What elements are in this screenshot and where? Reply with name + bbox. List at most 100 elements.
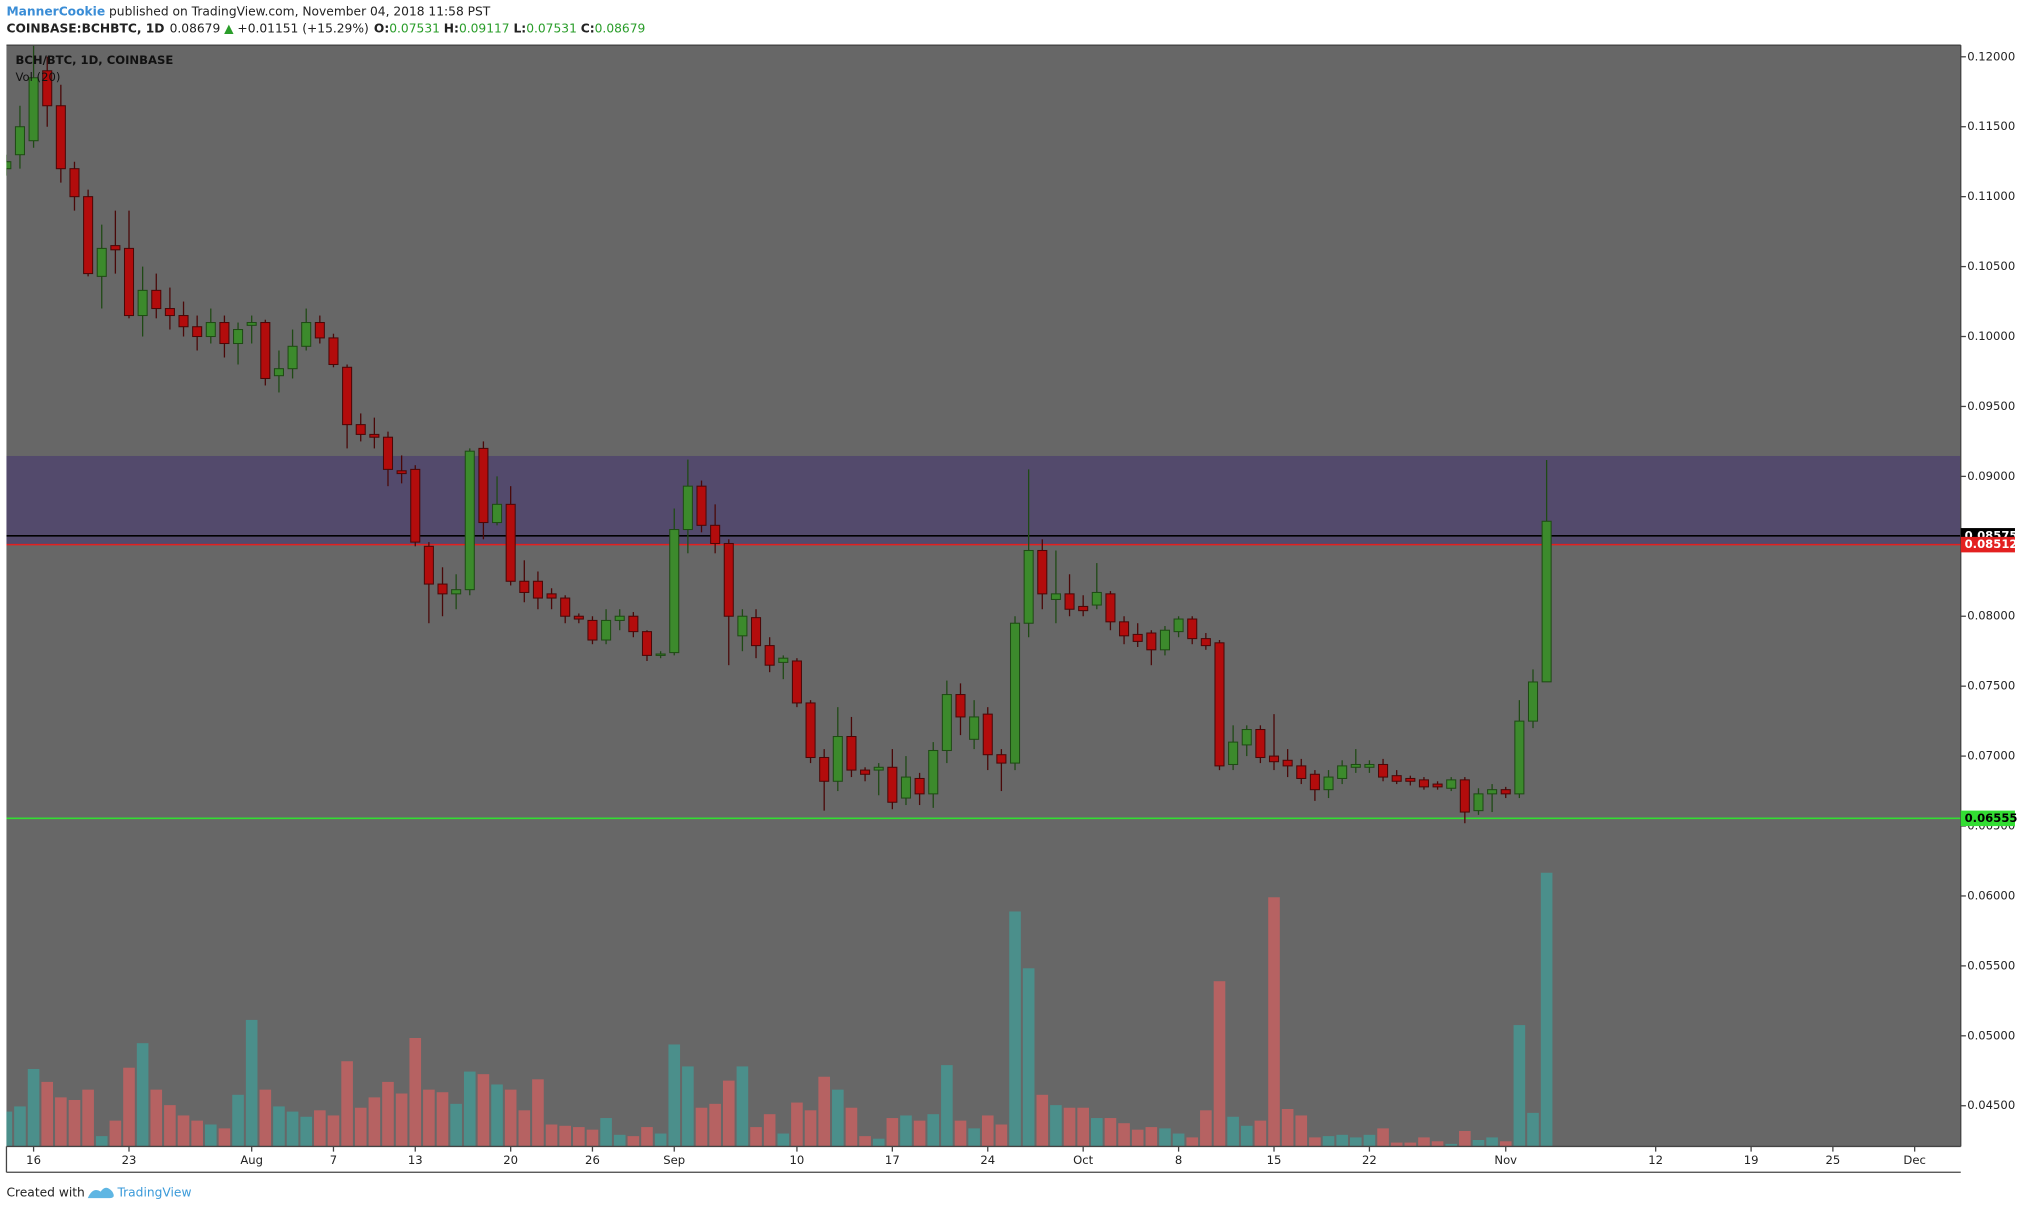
candle-body — [1487, 789, 1498, 795]
volume-bar — [586, 1129, 599, 1147]
logo-cloud — [87, 1187, 114, 1199]
candle-body — [1309, 773, 1320, 791]
volume-bar — [395, 1093, 408, 1147]
volume-bar — [1227, 1116, 1239, 1147]
candle-body — [764, 645, 775, 666]
volume-bar — [177, 1115, 190, 1147]
candle-body — [614, 615, 625, 621]
candle-body — [573, 615, 584, 620]
candle-body — [846, 736, 857, 771]
volume-bar — [314, 1110, 326, 1147]
volume-bar — [423, 1089, 435, 1147]
volume-bar — [709, 1103, 721, 1147]
low: 0.07531 — [526, 21, 577, 35]
author[interactable]: MannerCookie — [6, 4, 105, 18]
y-tick-label: 0.07000 — [1967, 749, 2015, 763]
candle-body — [464, 450, 475, 591]
candle-body — [1296, 765, 1307, 779]
volume-bar — [736, 1066, 749, 1147]
volume-bar — [327, 1115, 340, 1147]
volume-bar — [1322, 1136, 1335, 1147]
volume-bar — [613, 1134, 626, 1147]
candle-body — [1119, 621, 1130, 637]
y-tick-label: 0.10500 — [1967, 259, 2015, 273]
candle-body — [1432, 783, 1443, 788]
volume-bar — [286, 1111, 299, 1147]
candle-body — [1514, 720, 1525, 795]
volume-bar — [641, 1127, 653, 1147]
volume-bar — [1090, 1118, 1103, 1147]
x-tick-label: 24 — [980, 1153, 995, 1167]
x-tick-label: 7 — [330, 1153, 337, 1167]
candle-body — [928, 749, 939, 795]
candle-body — [1159, 629, 1170, 651]
volume-bar — [1527, 1112, 1539, 1147]
y-tick-label: 0.05500 — [1967, 958, 2015, 972]
candle-body — [396, 470, 407, 475]
chart-title: BCH/BTC, 1D, COINBASE — [15, 53, 173, 67]
volume-bar — [1309, 1137, 1321, 1147]
candle-body — [246, 322, 257, 326]
volume-bar — [654, 1133, 667, 1147]
candle-body — [955, 694, 966, 718]
x-tick-label: Oct — [1073, 1153, 1094, 1167]
open-label: O: — [374, 21, 389, 35]
candle-body — [437, 583, 448, 595]
volume-bar — [191, 1120, 203, 1147]
candle-body — [382, 436, 394, 470]
candle-body — [14, 126, 25, 156]
volume-bar — [695, 1107, 708, 1147]
candle-body — [641, 631, 653, 656]
y-tick-label: 0.12000 — [1967, 49, 2015, 63]
candle-body — [410, 468, 421, 543]
x-tick-label: 12 — [1648, 1153, 1663, 1167]
volume-bar — [218, 1128, 231, 1147]
volume-bar — [1363, 1134, 1376, 1147]
footer-brand[interactable]: TradingView — [116, 1185, 191, 1199]
candle-body — [69, 168, 80, 198]
volume-bar — [1213, 981, 1226, 1147]
candle-body — [532, 580, 543, 599]
candle-body — [873, 766, 884, 771]
close-label: C: — [581, 21, 595, 35]
volume-bar — [627, 1136, 640, 1147]
volume-bar — [1145, 1127, 1158, 1147]
candle-body — [1378, 763, 1389, 778]
published: published on TradingView.com, November 0… — [109, 4, 491, 18]
volume-bar — [150, 1089, 163, 1147]
candle-body — [287, 345, 298, 370]
candle-body — [1500, 789, 1511, 795]
candle-body — [1091, 591, 1102, 606]
volume-bar — [1077, 1107, 1089, 1147]
volume-bar — [1104, 1118, 1117, 1147]
plot-area — [6, 45, 1961, 1147]
arrow: ▲ — [224, 21, 234, 35]
candle-body — [1023, 549, 1034, 624]
y-tick-label: 0.08000 — [1967, 609, 2015, 623]
candle-body — [1255, 729, 1266, 759]
candle-body — [696, 485, 707, 526]
candle-body — [6, 161, 12, 170]
volume-bar — [1513, 1025, 1526, 1147]
volume-bar — [109, 1120, 122, 1147]
volume-bar — [1240, 1125, 1253, 1147]
brand-logo[interactable] — [87, 1187, 114, 1199]
candle-body — [42, 70, 53, 107]
candle-body — [492, 503, 503, 524]
y-tick-label: 0.05000 — [1967, 1028, 2015, 1042]
volume-bar — [832, 1089, 844, 1147]
candle-body — [1200, 638, 1211, 647]
volume-bar — [1472, 1139, 1485, 1147]
candle-body — [655, 653, 666, 656]
volume-bar — [1050, 1105, 1062, 1147]
candle-body — [546, 593, 557, 599]
candle-body — [110, 245, 121, 251]
candle-body — [164, 308, 175, 317]
level-tag — [1960, 810, 2015, 827]
volume-bar — [245, 1019, 258, 1147]
candle-body — [1364, 763, 1375, 768]
candle-body — [83, 196, 94, 275]
volume-bar — [1349, 1137, 1362, 1147]
volume-bar — [545, 1124, 558, 1147]
